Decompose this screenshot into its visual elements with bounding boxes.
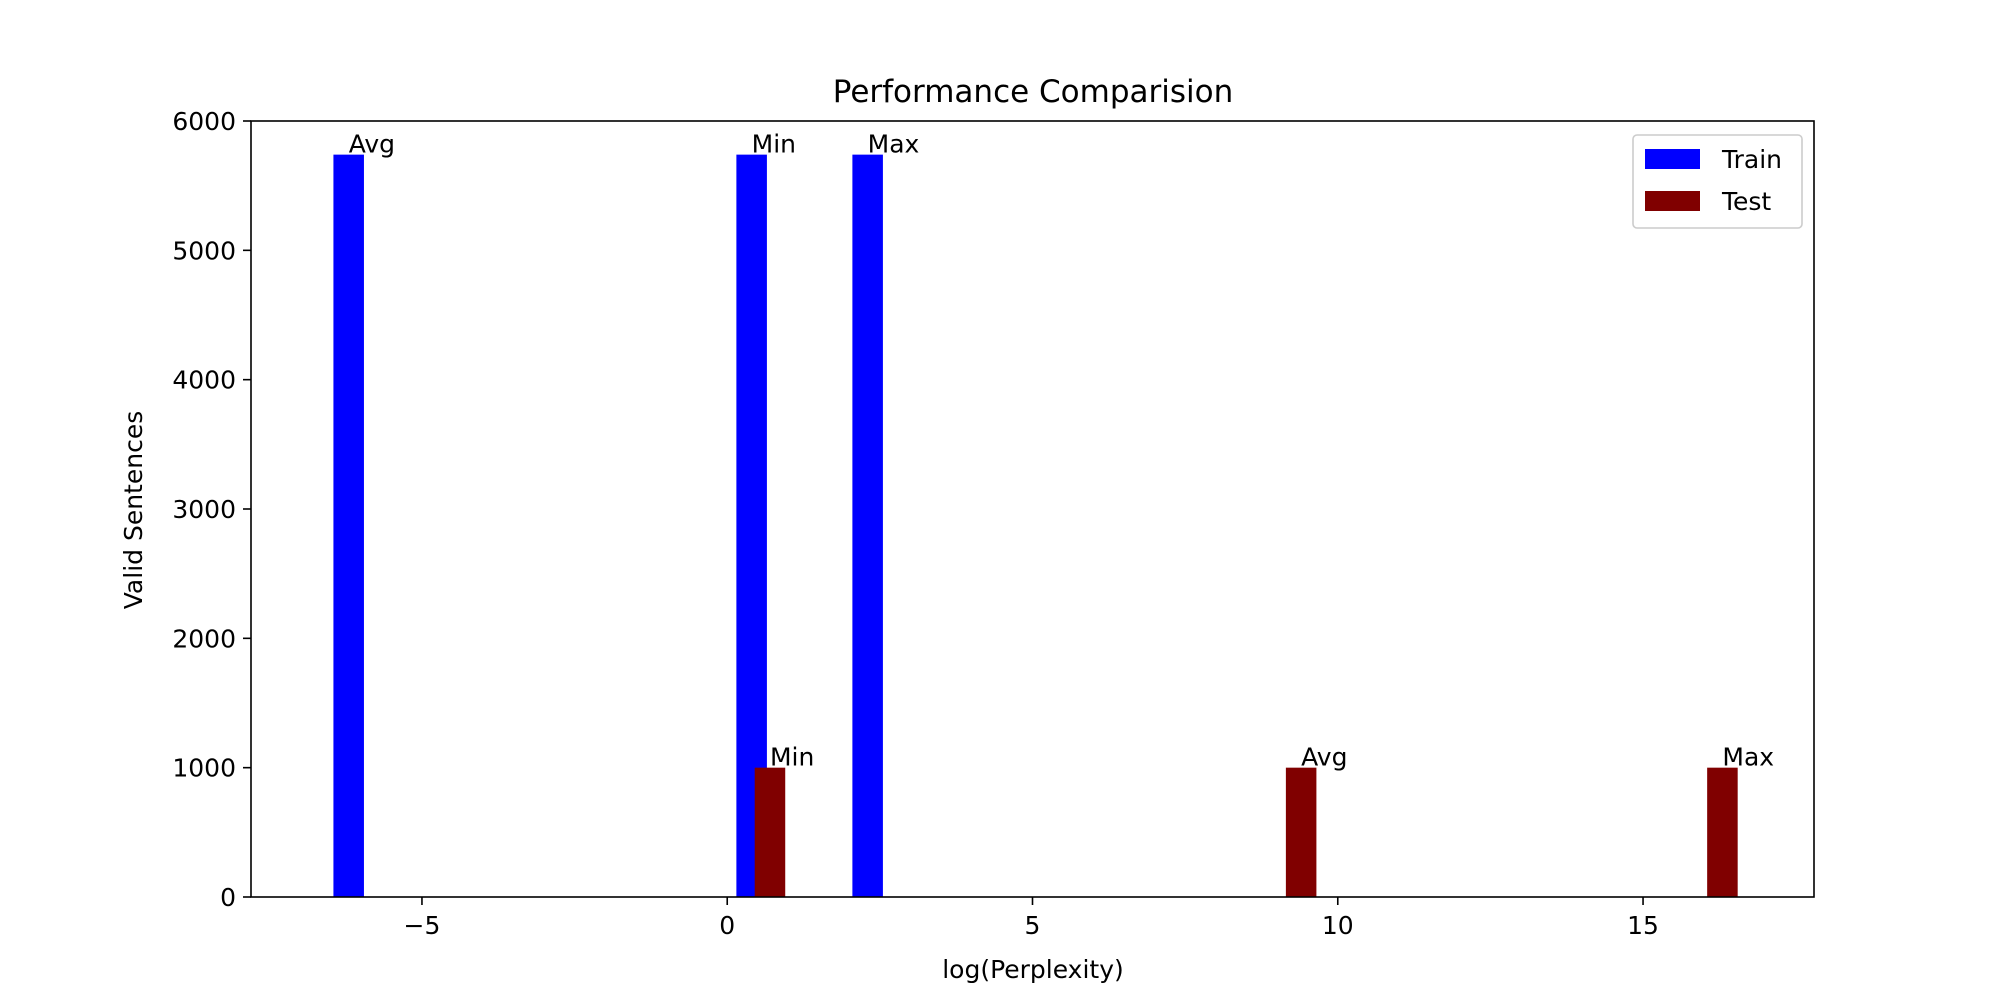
x-tick-label: 0 (719, 911, 735, 940)
y-tick-label: 3000 (172, 495, 236, 524)
y-tick-label: 5000 (172, 236, 236, 265)
y-axis-label: Valid Sentences (119, 411, 148, 609)
bar-train-avg (333, 154, 364, 898)
legend: Train Test (1632, 134, 1803, 229)
legend-swatch-train (1645, 149, 1700, 169)
x-tick-label: 5 (1025, 911, 1041, 940)
y-tick-label: 0 (220, 883, 236, 912)
bar-test-max (1707, 767, 1738, 897)
bar-test-min (754, 767, 786, 897)
legend-items: Train Test (1645, 145, 1782, 216)
bars-layer (333, 154, 1738, 898)
bar-label: Avg (349, 130, 395, 159)
x-tick-label: −5 (404, 911, 441, 940)
bar-labels-layer: Avg Min Max Min Avg Max (349, 130, 1774, 772)
y-tick-label: 4000 (172, 366, 236, 395)
y-tick-label: 1000 (172, 754, 236, 783)
legend-label-train: Train (1721, 145, 1782, 174)
bar-label: Avg (1301, 743, 1347, 772)
legend-swatch-test (1645, 191, 1700, 211)
legend-label-test: Test (1721, 187, 1771, 216)
bar-label: Min (752, 130, 796, 159)
y-tick-label: 2000 (172, 624, 236, 653)
bar-label: Max (868, 130, 920, 159)
x-axis-ticks: −5 0 5 10 15 (404, 897, 1659, 940)
bar-train-max (852, 154, 883, 898)
bar-label: Max (1722, 743, 1774, 772)
x-tick-label: 10 (1322, 911, 1354, 940)
x-axis-label: log(Perplexity) (942, 955, 1124, 984)
y-tick-label: 6000 (172, 107, 236, 136)
bar-test-avg (1285, 767, 1317, 897)
chart-title: Performance Comparision (833, 74, 1234, 110)
x-tick-label: 15 (1627, 911, 1659, 940)
plot-frame (250, 120, 1815, 898)
bar-label: Min (770, 743, 814, 772)
y-axis-ticks: 0 1000 2000 3000 4000 5000 6000 (172, 107, 251, 912)
